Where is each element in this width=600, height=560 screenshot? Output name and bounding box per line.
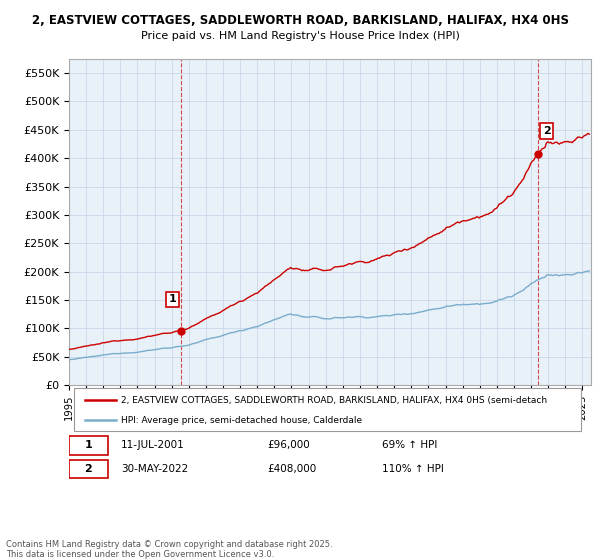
Text: Price paid vs. HM Land Registry's House Price Index (HPI): Price paid vs. HM Land Registry's House …: [140, 31, 460, 41]
Text: 2: 2: [85, 464, 92, 474]
Text: 30-MAY-2022: 30-MAY-2022: [121, 464, 188, 474]
Text: 1: 1: [85, 440, 92, 450]
Bar: [74, 388, 581, 431]
Text: 110% ↑ HPI: 110% ↑ HPI: [382, 464, 444, 474]
Text: 69% ↑ HPI: 69% ↑ HPI: [382, 440, 437, 450]
FancyBboxPatch shape: [69, 460, 108, 478]
Text: 2, EASTVIEW COTTAGES, SADDLEWORTH ROAD, BARKISLAND, HALIFAX, HX4 0HS (semi-detac: 2, EASTVIEW COTTAGES, SADDLEWORTH ROAD, …: [121, 396, 547, 405]
FancyBboxPatch shape: [69, 436, 108, 455]
Text: Contains HM Land Registry data © Crown copyright and database right 2025.
This d: Contains HM Land Registry data © Crown c…: [6, 540, 332, 559]
Text: 2: 2: [543, 126, 551, 136]
Text: £96,000: £96,000: [268, 440, 310, 450]
Text: 2, EASTVIEW COTTAGES, SADDLEWORTH ROAD, BARKISLAND, HALIFAX, HX4 0HS: 2, EASTVIEW COTTAGES, SADDLEWORTH ROAD, …: [32, 14, 569, 27]
Text: HPI: Average price, semi-detached house, Calderdale: HPI: Average price, semi-detached house,…: [121, 416, 362, 425]
Text: 1: 1: [169, 295, 176, 305]
Text: £408,000: £408,000: [268, 464, 317, 474]
Text: 11-JUL-2001: 11-JUL-2001: [121, 440, 185, 450]
